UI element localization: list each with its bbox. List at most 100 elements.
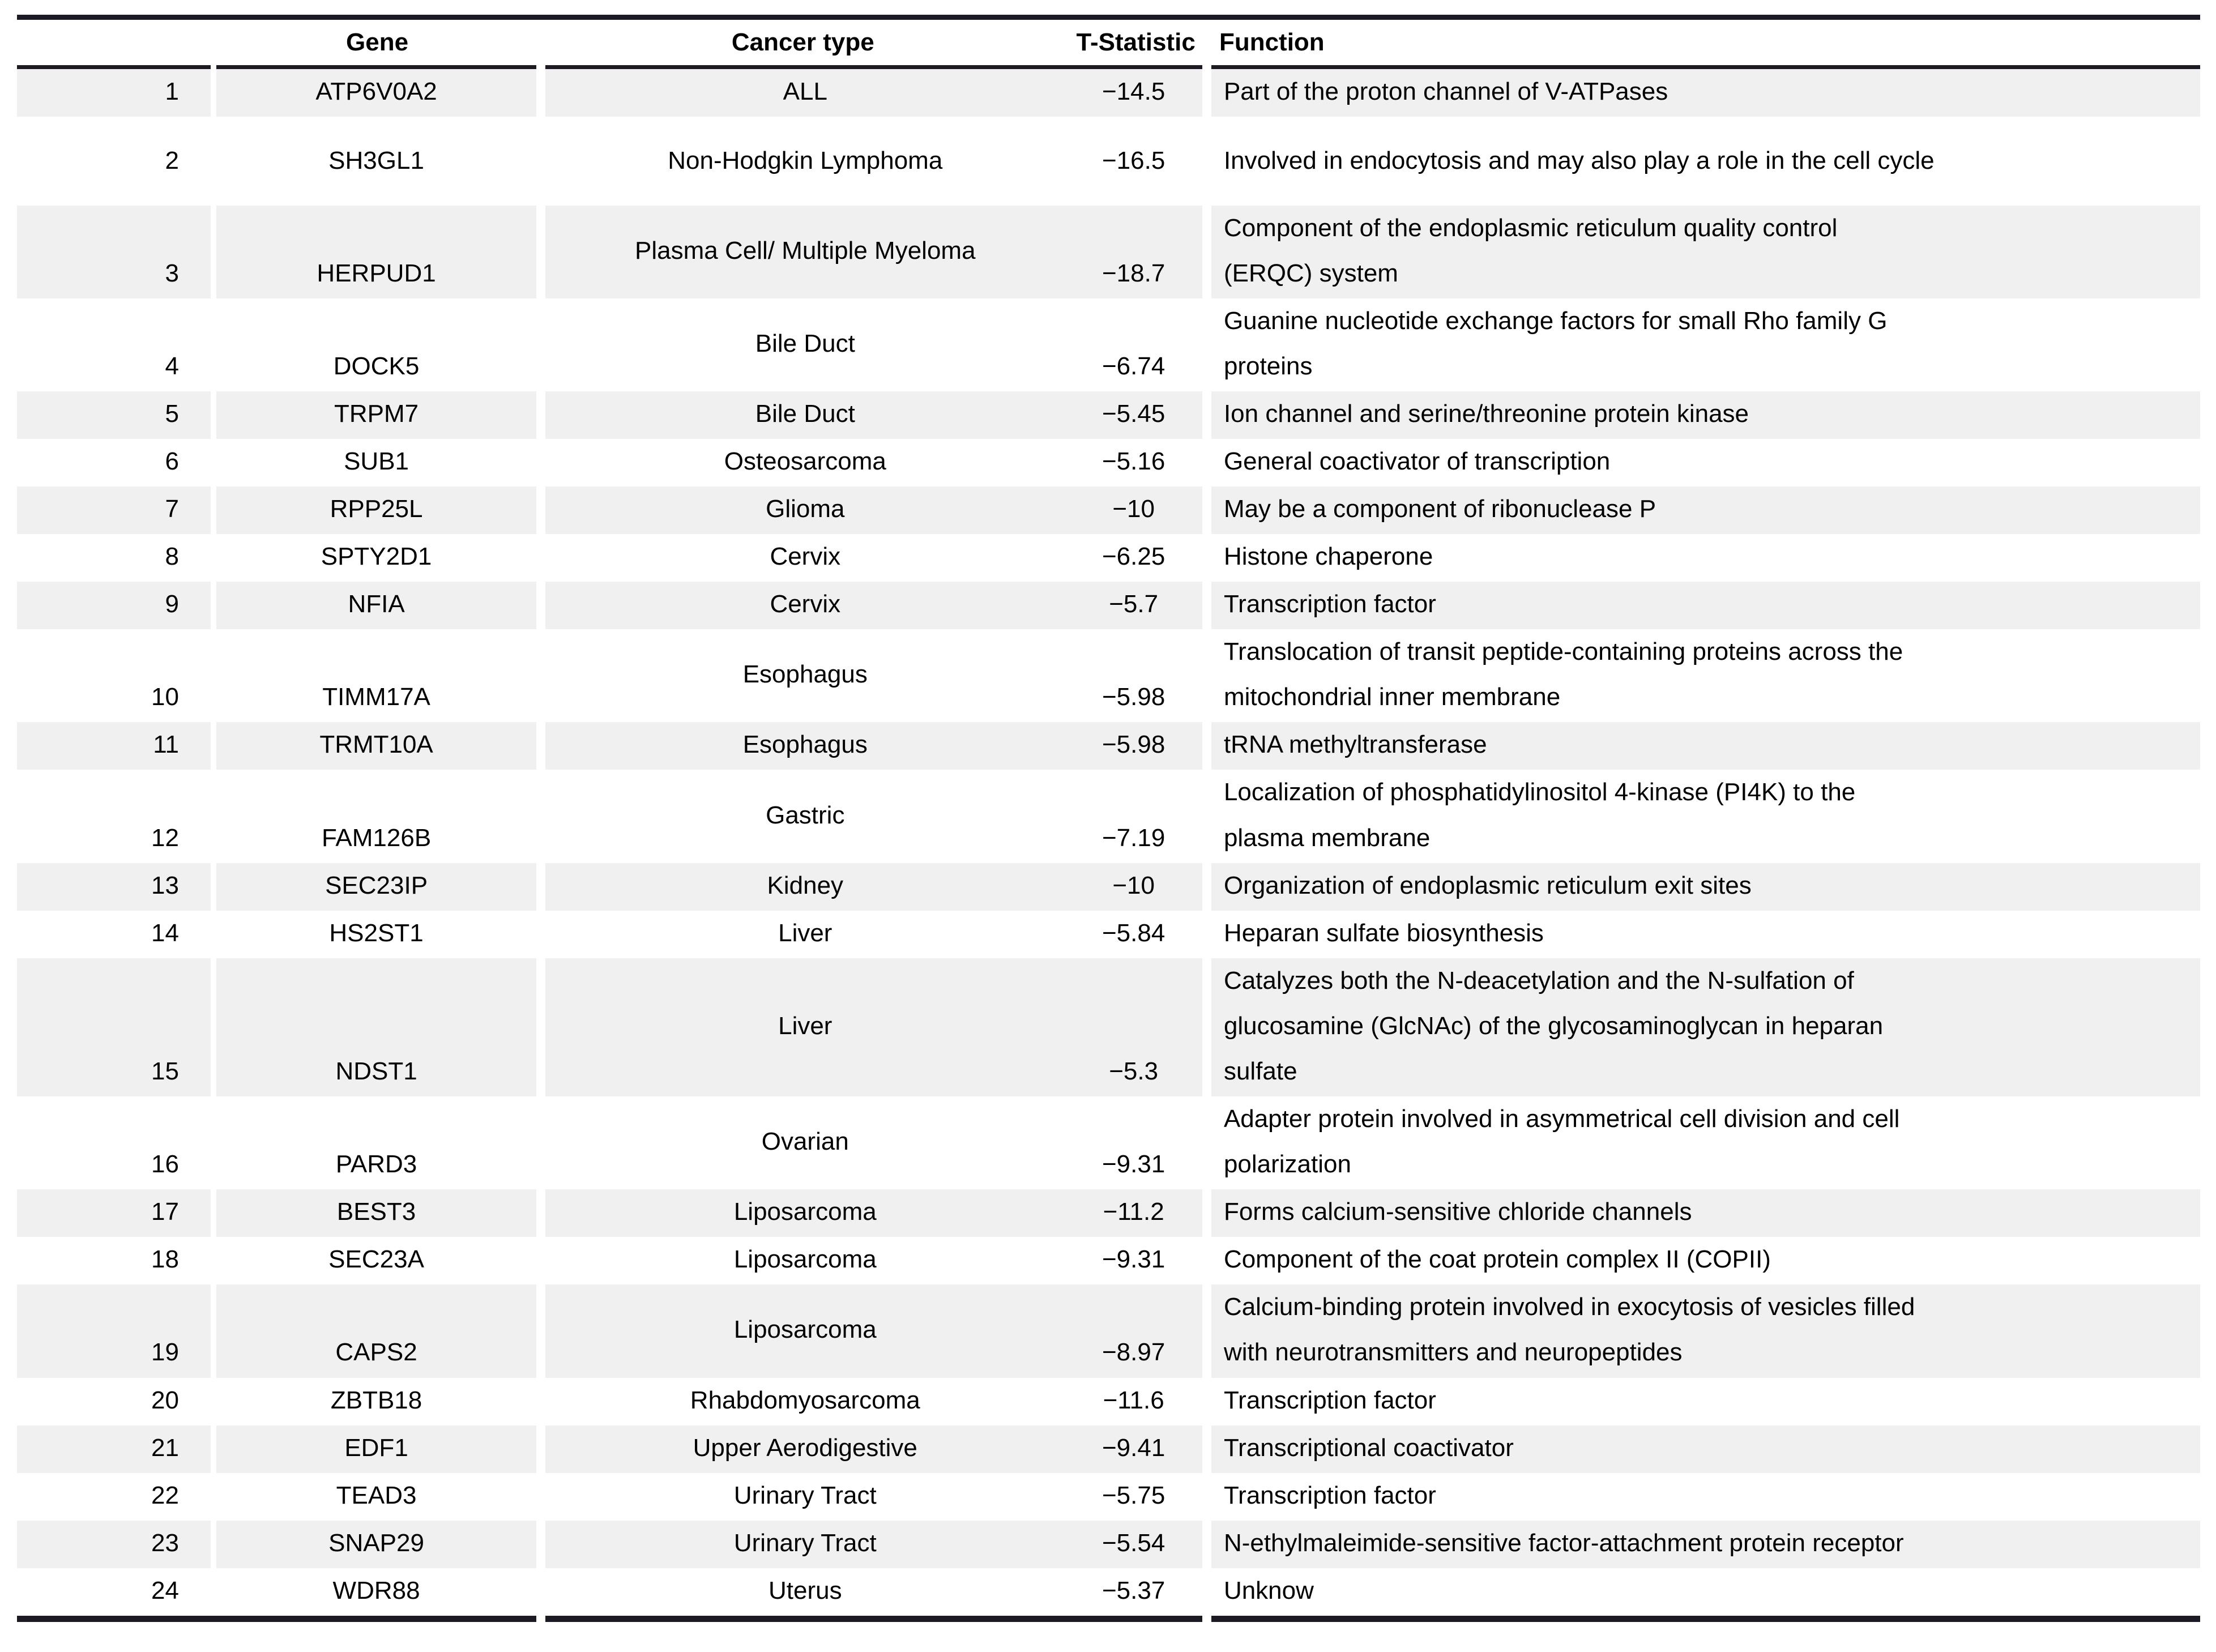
row-index-cell: 9 (165, 590, 179, 618)
cancer-type-cell: Kidney (536, 863, 1065, 911)
t-statistic-cell: −6.25 (1101, 543, 1165, 571)
cancer-type-cell: Liposarcoma (536, 1284, 1065, 1378)
cancer-type-cell: Osteosarcoma (536, 438, 1065, 487)
function-cell: Transcription factor (1202, 1377, 2200, 1425)
gene-cell: SUB1 (210, 438, 541, 487)
row-index-cell: 7 (165, 495, 179, 523)
t-statistic-cell: −5.84 (1101, 919, 1165, 947)
cancer-type-cell: Bile Duct (536, 391, 1065, 439)
row-index-cell: 3 (165, 259, 179, 287)
row-index-cell: 14 (151, 919, 179, 947)
gene-cell: SPTY2D1 (210, 534, 541, 582)
gene-cell: ATP6V0A2 (210, 67, 541, 117)
gene-cell: TEAD3 (210, 1472, 541, 1521)
table-row: 7 RPP25L Glioma −10 May be a component o… (17, 486, 2200, 535)
function-cell: Translocation of transit peptide-contain… (1202, 629, 2200, 723)
column-header-function: Function (1206, 17, 2200, 70)
function-cell: Organization of endoplasmic reticulum ex… (1202, 863, 2200, 911)
gene-cell: NFIA (210, 582, 541, 630)
table-row: 19 CAPS2 Liposarcoma −8.97 Calcium-bindi… (17, 1284, 2200, 1378)
gene-cancer-table: Gene Cancer type T-Statistic Function 1 … (17, 15, 2200, 1622)
t-statistic-cell: −5.75 (1101, 1481, 1165, 1509)
row-index-cell: 24 (151, 1576, 179, 1604)
function-cell: Heparan sulfate biosynthesis (1202, 910, 2200, 958)
function-cell: Localization of phosphatidylinositol 4-k… (1202, 770, 2200, 863)
gene-cell: TRMT10A (210, 722, 541, 770)
row-index-cell: 18 (151, 1245, 179, 1274)
table-row: 16 PARD3 Ovarian −9.31 Adapter protein i… (17, 1096, 2200, 1190)
cancer-type-cell: Urinary Tract (536, 1520, 1065, 1568)
cancer-type-cell: Ovarian (536, 1096, 1065, 1190)
t-statistic-cell: −5.37 (1101, 1576, 1165, 1604)
row-index-cell: 19 (151, 1338, 179, 1367)
gene-cell: HS2ST1 (210, 910, 541, 958)
row-index-cell: 15 (151, 1057, 179, 1085)
cancer-type-cell: Esophagus (536, 722, 1065, 770)
t-statistic-cell: −18.7 (1101, 259, 1165, 287)
table-row: 2 SH3GL1 Non-Hodgkin Lymphoma −16.5 Invo… (17, 117, 2200, 206)
row-index-cell: 8 (165, 543, 179, 571)
gene-cell: SH3GL1 (210, 117, 541, 206)
t-statistic-cell: −5.54 (1101, 1529, 1165, 1557)
table-row: 1 ATP6V0A2 ALL −14.5 Part of the proton … (17, 67, 2200, 117)
t-statistic-cell: −5.98 (1101, 731, 1165, 759)
gene-cell: TIMM17A (210, 629, 541, 723)
column-header-cancer-type: Cancer type (541, 17, 1065, 70)
cancer-type-cell: Rhabdomyosarcoma (536, 1377, 1065, 1425)
t-statistic-cell: −5.3 (1109, 1057, 1159, 1085)
table-row: 13 SEC23IP Kidney −10 Organization of en… (17, 863, 2200, 911)
table-row: 15 NDST1 Liver −5.3 Catalyzes both the N… (17, 958, 2200, 1097)
table-row: 4 DOCK5 Bile Duct −6.74 Guanine nucleoti… (17, 298, 2200, 391)
gene-cell: ZBTB18 (210, 1377, 541, 1425)
table-row: 21 EDF1 Upper Aerodigestive −9.41 Transc… (17, 1425, 2200, 1473)
row-index-cell: 21 (151, 1433, 179, 1462)
row-index-cell: 6 (165, 447, 179, 475)
function-cell: General coactivator of transcription (1202, 438, 2200, 487)
table-row: 14 HS2ST1 Liver −5.84 Heparan sulfate bi… (17, 910, 2200, 958)
cancer-type-cell: Gastric (536, 770, 1065, 863)
table-header: Gene Cancer type T-Statistic Function (17, 17, 2200, 70)
table-row: 3 HERPUD1 Plasma Cell/ Multiple Myeloma … (17, 205, 2200, 298)
cancer-type-cell: Liposarcoma (536, 1189, 1065, 1237)
function-cell: May be a component of ribonuclease P (1202, 486, 2200, 535)
t-statistic-cell: −10 (1112, 871, 1155, 899)
gene-cell: RPP25L (210, 486, 541, 535)
table-row: 17 BEST3 Liposarcoma −11.2 Forms calcium… (17, 1189, 2200, 1237)
table-body: 1 ATP6V0A2 ALL −14.5 Part of the proton … (17, 67, 2200, 1619)
gene-cell: CAPS2 (210, 1284, 541, 1378)
t-statistic-cell: −14.5 (1101, 78, 1165, 106)
function-cell: Part of the proton channel of V-ATPases (1202, 67, 2200, 117)
function-cell: Catalyzes both the N-deacetylation and t… (1202, 958, 2200, 1097)
row-index-cell: 4 (165, 352, 179, 380)
table-row: 24 WDR88 Uterus −5.37 Unknow (17, 1568, 2200, 1619)
gene-cell: BEST3 (210, 1189, 541, 1237)
row-index-cell: 22 (151, 1481, 179, 1509)
t-statistic-cell: −11.6 (1103, 1386, 1164, 1414)
gene-cell: NDST1 (210, 958, 541, 1097)
gene-cell: SNAP29 (210, 1520, 541, 1568)
cancer-type-cell: Liver (536, 910, 1065, 958)
cancer-type-cell: Esophagus (536, 629, 1065, 723)
cancer-type-cell: Uterus (536, 1568, 1065, 1619)
table-row: 23 SNAP29 Urinary Tract −5.54 N-ethylmal… (17, 1520, 2200, 1568)
function-cell: Involved in endocytosis and may also pla… (1202, 117, 2200, 206)
gene-cell: PARD3 (210, 1096, 541, 1190)
table-row: 18 SEC23A Liposarcoma −9.31 Component of… (17, 1237, 2200, 1285)
row-index-cell: 2 (165, 147, 179, 175)
t-statistic-cell: −9.31 (1101, 1245, 1165, 1274)
table-row: 5 TRPM7 Bile Duct −5.45 Ion channel and … (17, 391, 2200, 439)
function-cell: Histone chaperone (1202, 534, 2200, 582)
function-cell: Unknow (1202, 1568, 2200, 1619)
cancer-type-cell: Liposarcoma (536, 1237, 1065, 1285)
row-index-cell: 10 (151, 683, 179, 711)
table-row: 22 TEAD3 Urinary Tract −5.75 Transcripti… (17, 1472, 2200, 1521)
row-index-cell: 12 (151, 823, 179, 852)
function-cell: Transcription factor (1202, 1472, 2200, 1521)
table-row: 9 NFIA Cervix −5.7 Transcription factor (17, 582, 2200, 630)
function-cell: Forms calcium-sensitive chloride channel… (1202, 1189, 2200, 1237)
function-cell: Guanine nucleotide exchange factors for … (1202, 298, 2200, 391)
function-cell: Component of the endoplasmic reticulum q… (1202, 205, 2200, 298)
cancer-type-cell: Glioma (536, 486, 1065, 535)
function-cell: Transcriptional coactivator (1202, 1425, 2200, 1473)
